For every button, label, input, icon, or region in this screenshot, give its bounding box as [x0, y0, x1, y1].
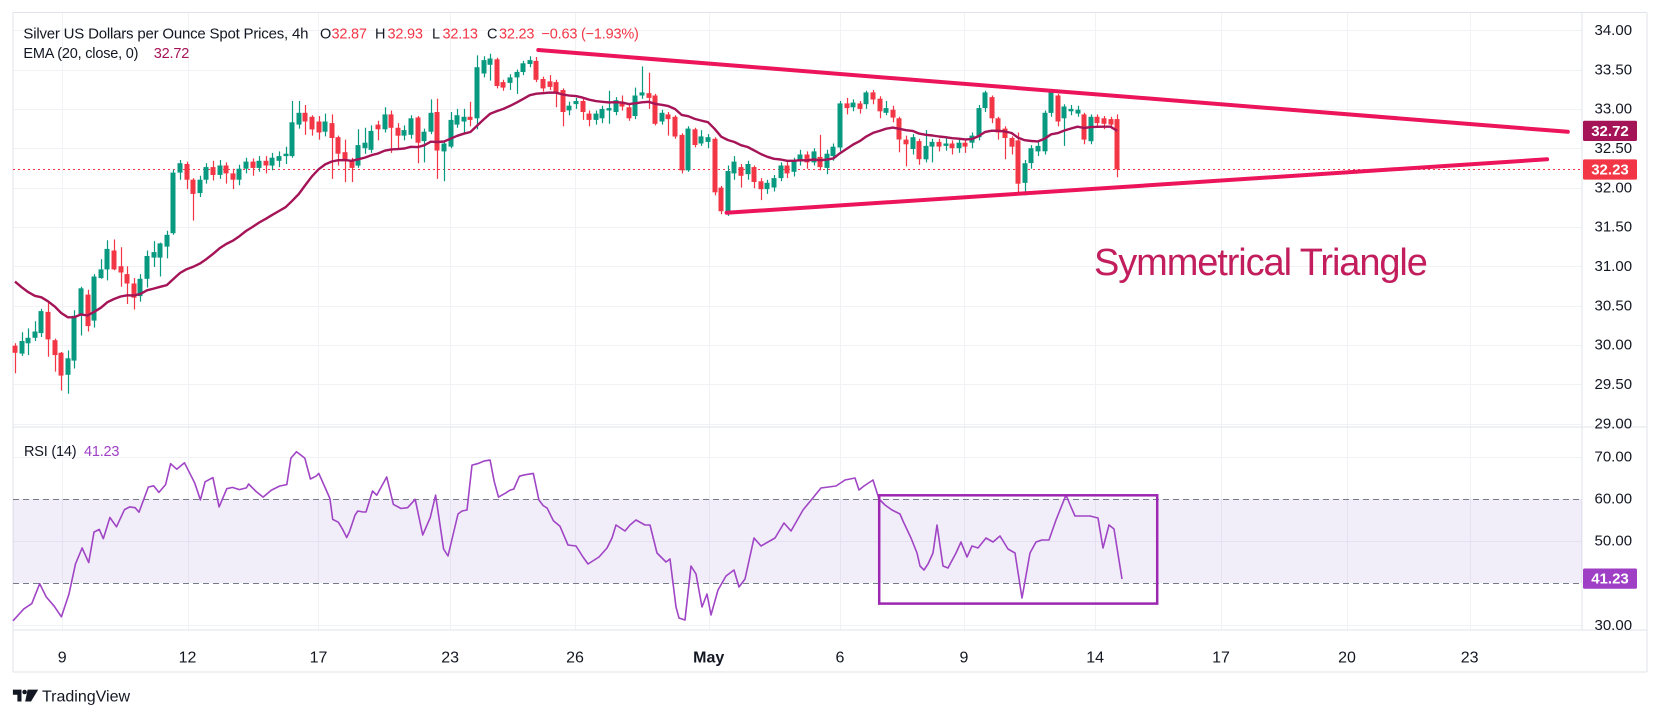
- svg-text:29.00: 29.00: [1595, 415, 1633, 432]
- svg-text:32.00: 32.00: [1595, 179, 1633, 196]
- svg-text:TradingView: TradingView: [42, 689, 130, 706]
- svg-text:34.00: 34.00: [1595, 22, 1633, 39]
- svg-text:32.23: 32.23: [1591, 162, 1629, 179]
- svg-text:23: 23: [1461, 650, 1479, 667]
- svg-text:33.00: 33.00: [1595, 101, 1633, 118]
- svg-text:50.00: 50.00: [1595, 533, 1633, 550]
- svg-text:9: 9: [58, 650, 67, 667]
- svg-text:31.00: 31.00: [1595, 258, 1633, 275]
- svg-text:26: 26: [566, 650, 584, 667]
- svg-text:70.00: 70.00: [1595, 448, 1633, 465]
- svg-text:17: 17: [1212, 650, 1230, 667]
- svg-text:9: 9: [959, 650, 968, 667]
- svg-text:23: 23: [441, 650, 459, 667]
- svg-text:12: 12: [179, 650, 197, 667]
- svg-text:32.72: 32.72: [1591, 123, 1629, 140]
- svg-text:30.00: 30.00: [1595, 617, 1633, 634]
- svg-text:17: 17: [310, 650, 328, 667]
- svg-text:Symmetrical Triangle: Symmetrical Triangle: [1094, 242, 1427, 284]
- svg-text:30.50: 30.50: [1595, 297, 1633, 314]
- svg-text:41.23: 41.23: [1591, 571, 1629, 588]
- svg-text:EMA (20, close, 0)32.72: EMA (20, close, 0) 32.72: [23, 46, 189, 62]
- svg-text:May: May: [693, 650, 724, 667]
- svg-text:33.50: 33.50: [1595, 61, 1633, 78]
- svg-text:31.50: 31.50: [1595, 219, 1633, 236]
- svg-text:30.00: 30.00: [1595, 337, 1633, 354]
- svg-text:60.00: 60.00: [1595, 491, 1633, 508]
- svg-text:6: 6: [835, 650, 844, 667]
- svg-text:RSI (14)41.23: RSI (14) 41.23: [24, 444, 119, 460]
- svg-text:Silver US Dollars per Ounce Sp: Silver US Dollars per Ounce Spot Prices,…: [23, 26, 308, 43]
- svg-text:20: 20: [1338, 650, 1356, 667]
- svg-text:14: 14: [1086, 650, 1104, 667]
- svg-text:32.50: 32.50: [1595, 140, 1633, 157]
- svg-text:29.50: 29.50: [1595, 376, 1633, 393]
